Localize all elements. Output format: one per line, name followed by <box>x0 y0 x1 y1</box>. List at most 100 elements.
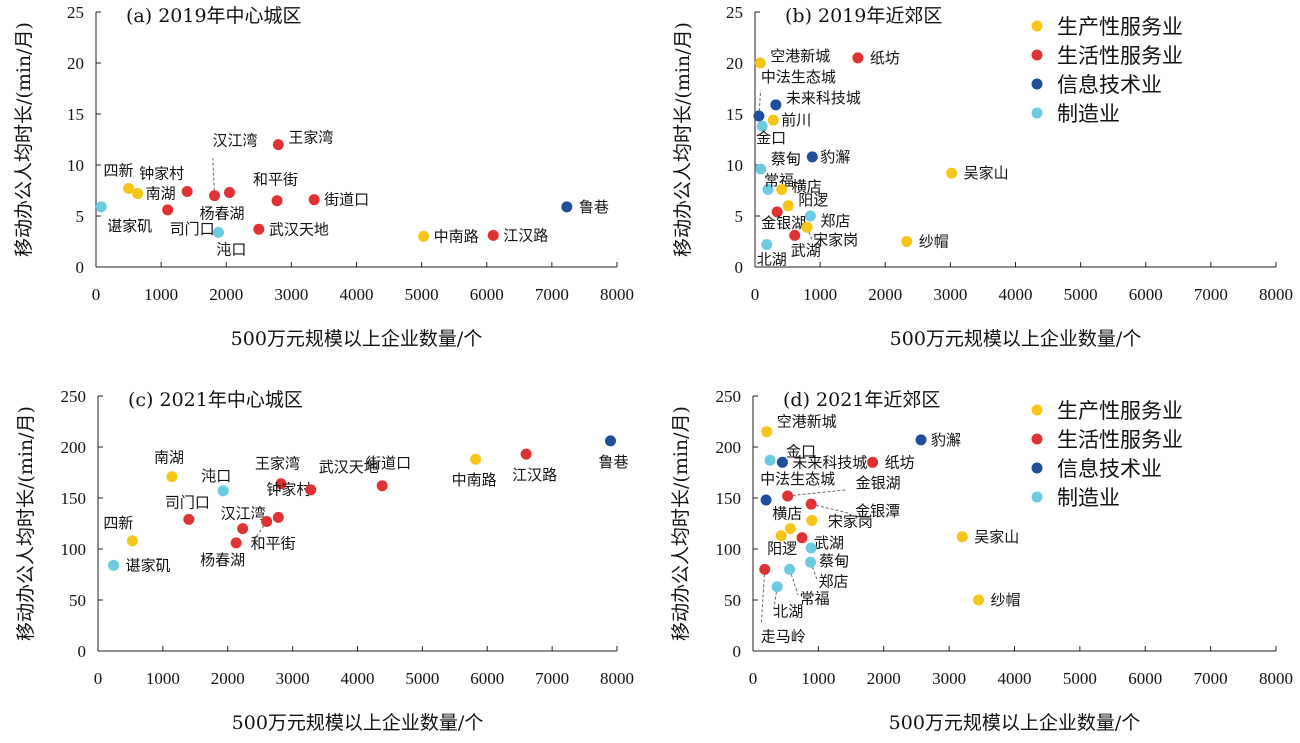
data-point <box>915 434 927 446</box>
x-tick-label: 4000 <box>341 669 375 688</box>
x-tick-label: 6000 <box>1128 669 1162 688</box>
data-point <box>132 188 144 200</box>
point-label: 郑店 <box>820 212 850 230</box>
x-tick-label: 5000 <box>1063 669 1097 688</box>
data-point <box>126 535 138 547</box>
point-label: 武汉天地 <box>269 220 329 238</box>
y-tick-label: 15 <box>67 105 84 124</box>
x-axis-title: 500万元规模以上企业数量/个 <box>232 712 484 734</box>
point-label: 横店 <box>792 177 822 195</box>
point-label: 沌口 <box>216 240 246 258</box>
data-point <box>806 151 818 163</box>
data-point <box>852 52 864 64</box>
x-axis-title: 500万元规模以上企业数量/个 <box>890 328 1142 350</box>
x-tick-label: 2000 <box>868 285 902 304</box>
point-label: 金银潭 <box>855 502 900 520</box>
leader-line <box>811 503 849 514</box>
data-point <box>770 99 782 111</box>
data-point <box>183 513 195 525</box>
y-tick-label: 10 <box>726 156 743 175</box>
point-label: 纱帽 <box>991 591 1021 609</box>
chart-panel-2: 0 1000 2000 3000 4000 5000 6000 7000 8000 0 5 10 15 2… <box>672 3 1293 350</box>
point-label: 吴家山 <box>964 164 1009 182</box>
legend-label: 生活性服务业 <box>1057 44 1183 68</box>
data-point <box>108 559 120 571</box>
point-label: 汉江湾 <box>213 132 258 150</box>
x-tick-label: 5000 <box>1064 285 1098 304</box>
x-tick-label: 1000 <box>144 285 178 304</box>
legend-label: 生产性服务业 <box>1057 15 1183 39</box>
data-point <box>162 204 174 216</box>
data-point <box>272 139 284 151</box>
point-label: 常福 <box>800 589 830 607</box>
leader-line <box>810 562 818 581</box>
y-tick-label: 150 <box>716 489 742 508</box>
point-label: 郑店 <box>819 572 849 590</box>
x-tick-label: 8000 <box>600 669 634 688</box>
point-label: 江汉路 <box>512 466 557 484</box>
data-point <box>561 201 573 213</box>
data-point <box>308 194 320 206</box>
leader-line <box>787 489 846 497</box>
point-label: 宋家岗 <box>828 512 873 530</box>
legend-marker <box>1031 491 1043 503</box>
x-tick-label: 7000 <box>1194 669 1228 688</box>
x-tick-label: 8000 <box>1259 669 1293 688</box>
y-tick-label: 200 <box>716 438 742 457</box>
legend-marker <box>1031 404 1043 416</box>
point-label: 金银湖 <box>856 474 901 492</box>
point-label: 阳逻 <box>767 540 797 558</box>
chart-panel-4: 0 1000 2000 3000 4000 5000 6000 7000 8000 0 50 100 1… <box>670 387 1293 734</box>
point-label: 和平街 <box>253 171 298 189</box>
point-label: 蔡甸 <box>771 150 801 168</box>
point-label: 中法生态城 <box>761 68 836 86</box>
data-point <box>487 229 499 241</box>
y-tick-label: 15 <box>726 105 743 124</box>
y-axis-title: 移动办公人均时长/(min/月) <box>13 22 35 257</box>
x-tick-label: 1000 <box>803 285 837 304</box>
data-point <box>209 190 221 202</box>
data-point <box>761 426 773 438</box>
x-tick-label: 3000 <box>932 669 966 688</box>
x-tick-label: 2000 <box>209 285 243 304</box>
data-point <box>771 581 783 593</box>
data-point <box>775 530 787 542</box>
point-label: 中法生态城 <box>760 470 835 488</box>
x-tick-label: 6000 <box>1129 285 1163 304</box>
point-label: 钟家村 <box>139 165 184 183</box>
legend-marker <box>1031 433 1043 445</box>
x-tick-label: 3000 <box>933 285 967 304</box>
point-label: 武汉天地 <box>319 458 379 476</box>
point-label: 宋家岗 <box>813 231 858 249</box>
data-point <box>760 494 772 506</box>
panel-title: (d) 2021年近郊区 <box>783 389 940 411</box>
data-point <box>796 532 808 544</box>
x-tick-label: 1000 <box>146 669 180 688</box>
y-tick-label: 0 <box>78 642 87 661</box>
legend-label: 信息技术业 <box>1057 73 1162 97</box>
legend-marker <box>1031 462 1043 474</box>
y-tick-label: 250 <box>716 387 742 406</box>
point-label: 豹澥 <box>820 148 850 166</box>
legend-label: 信息技术业 <box>1057 457 1162 481</box>
x-tick-label: 8000 <box>600 285 634 304</box>
data-point <box>305 484 317 496</box>
y-tick-label: 5 <box>735 207 744 226</box>
x-tick-label: 2000 <box>867 669 901 688</box>
data-point <box>181 186 193 198</box>
point-label: 未来科技城 <box>792 453 867 471</box>
y-tick-label: 25 <box>67 3 84 22</box>
point-label: 鲁巷 <box>579 198 609 216</box>
y-axis-title: 移动办公人均时长/(min/月) <box>670 406 692 641</box>
data-point <box>253 223 265 235</box>
point-label: 鲁巷 <box>599 453 629 471</box>
data-point <box>123 182 135 194</box>
data-point <box>973 594 985 606</box>
x-tick-label: 8000 <box>1259 285 1293 304</box>
point-label: 蔡甸 <box>819 552 849 570</box>
point-label: 杨春湖 <box>200 551 245 569</box>
data-point <box>754 57 766 69</box>
point-label: 南湖 <box>154 449 184 467</box>
point-label: 金银湖 <box>761 214 806 232</box>
